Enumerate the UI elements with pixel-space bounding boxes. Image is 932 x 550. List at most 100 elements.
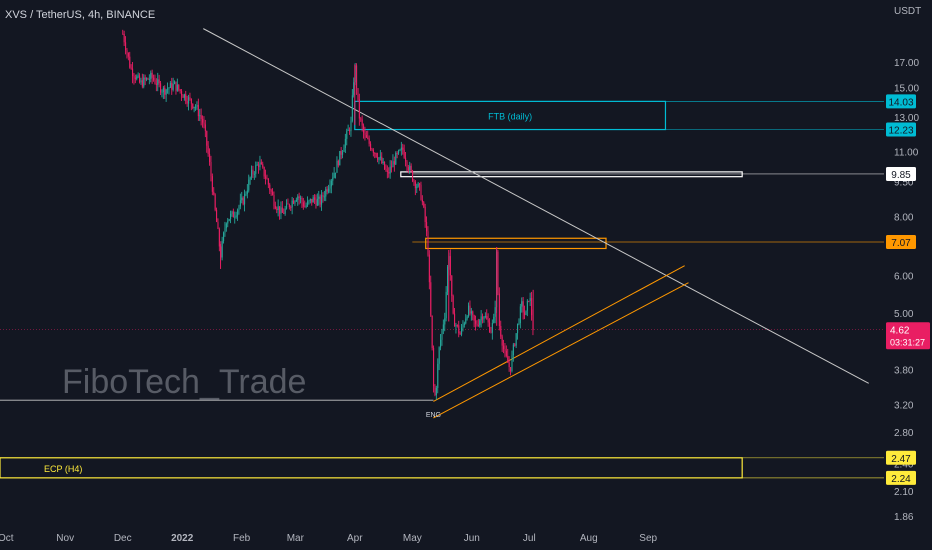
candle-body [342,151,344,155]
y-tick-label: 11.00 [894,147,919,158]
candle-body [414,181,416,189]
candle-body [297,196,299,200]
candle-body [279,206,281,214]
candle-body [406,161,408,168]
candle-body [379,156,381,158]
candle-body [389,166,391,174]
candle-body [179,89,181,92]
candle-body [192,103,194,108]
candle-body [375,153,377,157]
y-tick-label: 3.80 [894,365,914,376]
candle-body [164,87,166,95]
candle-body [154,79,156,84]
x-tick-label: Jun [464,533,480,544]
y-tick-label: 17.00 [894,58,919,69]
candle-body [258,164,260,168]
candle-body [273,194,275,207]
candle-body [249,177,251,180]
candle-body [204,124,206,132]
candle-body [515,333,517,346]
candle-body [507,355,509,363]
candle-body [323,196,325,198]
candle-body [251,169,253,178]
candle-body [395,153,397,165]
candle-body [232,211,234,218]
candle-body [183,94,185,98]
candle-body [274,206,276,209]
candle-body [402,147,404,150]
candle-body [524,312,526,315]
candle-body [503,345,505,350]
candle-body [246,190,248,194]
x-tick-label: May [403,533,422,544]
candle-body [228,219,230,221]
candle-body [286,203,288,209]
candle-body [325,189,327,197]
candle-body [416,186,418,189]
candle-body [497,251,499,294]
candle-body [230,213,232,220]
candle-body [321,194,323,205]
candle-body [171,82,173,90]
price-axis[interactable]: USDT 17.00 15.00 13.00 11.00 9.50 8.00 6.00 5.00… [894,6,921,523]
candle-body [137,75,139,77]
candle-body [238,206,240,211]
y-tick-label: 2.40 [894,460,914,471]
candle-body [319,196,321,205]
x-tick-label: Aug [580,533,598,544]
candle-body [396,153,398,154]
price-series-layer: ENG [122,29,534,419]
candle-body [365,135,367,138]
candle-body [290,207,292,208]
candle-body [252,169,254,174]
candle-body [178,84,180,90]
x-tick-label: Oct [0,533,14,544]
candle-body [209,153,211,163]
price-label-box [886,166,916,181]
candle-body [424,206,426,223]
candle-body [525,310,527,315]
candle-body [196,104,198,107]
candle-body [482,316,484,320]
candle-body [139,75,141,83]
drawing-lines-layer [0,28,884,419]
candle-body [518,323,520,324]
candle-body [235,215,237,217]
candle-body [153,77,155,80]
candle-body [172,83,174,90]
candle-body [483,317,485,320]
y-tick-label: 13.00 [894,113,919,124]
candle-body [351,95,353,121]
candle-body [473,315,475,321]
ascending-channel-line [433,265,685,402]
candle-body [155,83,157,85]
candle-body [470,311,472,314]
price-label-box [886,450,916,465]
candle-body [360,118,362,120]
candle-body [314,197,316,201]
candle-body [392,161,394,168]
candle-body [158,79,160,84]
candle-body [529,298,531,301]
candle-body [494,307,496,317]
candle-body [384,161,386,170]
candle-body [511,355,513,372]
candle-body [315,200,317,206]
time-axis[interactable]: Oct Nov Dec 2022 Feb Mar Apr May Jun Jul Aug Sep [0,533,658,544]
candle-body [130,67,132,69]
candle-body [361,119,363,126]
candle-body [277,206,279,210]
candle-body [295,199,297,202]
candle-body [407,167,409,171]
candle-body [508,362,510,368]
y-tick-label: 15.00 [894,84,919,95]
candle-body [500,326,502,337]
candle-body [510,367,512,372]
candle-body [349,129,351,132]
candle-body [242,197,244,205]
candle-body [377,156,379,160]
candle-body [428,254,430,283]
candle-body [435,387,437,396]
candle-body [291,200,293,208]
